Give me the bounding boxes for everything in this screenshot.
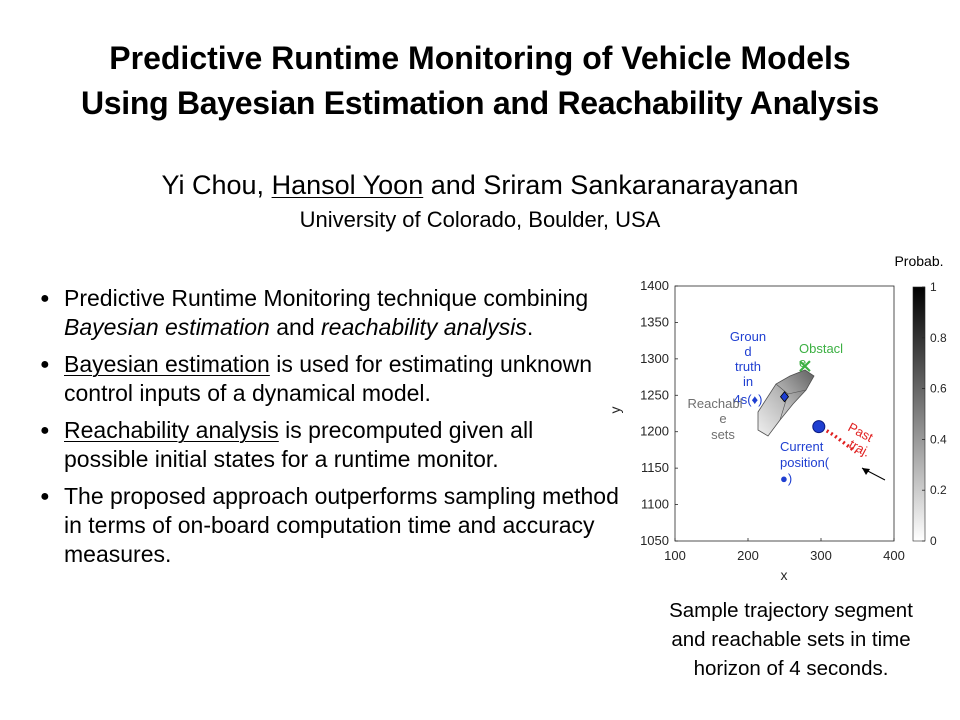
y-axis-label: y [607,407,623,414]
bullet-item: ● Predictive Runtime Monitoring techniqu… [40,284,620,342]
bullet-dot-icon: ● [40,290,50,307]
x-tick-label: 300 [810,548,832,563]
bullet-item: ● The proposed approach outperforms samp… [40,482,620,569]
bullet-underlined-term: Bayesian estimation [64,351,270,377]
bullet-italic-term: reachability analysis [321,314,527,340]
axis-ticks: 100 200 300 400 1050 1100 1150 1200 1250 1300 1350… [640,278,905,563]
y-tick-label: 1050 [640,533,669,548]
ground-truth-label-line: Groun [730,329,766,344]
y-tick-label: 1400 [640,278,669,293]
colorbar [912,286,926,542]
bullet-item: ● Reachability analysis is precomputed g… [40,416,620,474]
author-name: Sriram Sankaranarayanan [483,170,799,200]
colorbar-title: Probab. [894,253,943,269]
bullet-item: ● Bayesian estimation is used for estima… [40,350,620,408]
x-tick-label: 400 [883,548,905,563]
colorbar-tick-label: 0.8 [930,331,947,345]
colorbar-ticks: 0 0.2 0.4 0.6 0.8 1 [922,280,947,548]
author-name: Yi Chou, [161,170,265,200]
y-tick-label: 1300 [640,351,669,366]
figure-caption: Sample trajectory segment and reachable … [626,596,956,683]
current-position-label-line: ●) [780,471,792,486]
reachable-sets-label: Reachabl e sets [688,396,743,442]
bullet-italic-term: Bayesian estimation [64,314,270,340]
y-tick-label: 1200 [640,424,669,439]
ground-truth-label: Groun d truth in 4s(♦) [730,329,766,407]
paper-title-line1: Predictive Runtime Monitoring of Vehicle… [109,40,851,76]
y-tick-label: 1150 [641,460,669,475]
bullet-text: . [526,314,534,340]
presenting-author-name: Hansol Yoon [271,170,424,200]
bullet-dot-icon: ● [40,488,50,505]
y-tick-label: 1100 [641,497,669,512]
authors: Yi Chou, Hansol Yoon and Sriram Sankaran… [0,168,960,202]
chart-marks [779,360,858,454]
obstacle-marker [799,360,811,372]
obstacle-label: Obstacl e [799,341,843,370]
ground-truth-marker [779,391,790,403]
bullet-text: is used for estimating unknown control i… [64,351,593,406]
x-axis-label: x [781,567,788,583]
reachable-sets-label-line: e [719,411,726,426]
bullet-dot-icon: ● [40,356,50,373]
obstacle-label-line: Obstacl [799,341,843,356]
bullet-text: Predictive Runtime Monitoring technique … [64,285,589,311]
trajectory-figure: 100 200 300 400 1050 1100 1150 1200 1250 1300 1350… [607,253,947,583]
x-tick-label: 200 [737,548,759,563]
bullet-underlined-term: Reachability analysis [64,417,279,443]
reachable-sets-label-line: sets [711,427,735,442]
caption-line: horizon of 4 seconds. [693,657,889,680]
paper-title-line2: Using Bayesian Estimation and Reachabili… [81,85,879,121]
colorbar-tick-label: 1 [930,280,937,294]
current-position-label: Current position( ●) [780,439,830,486]
reachable-sets-label-line: Reachabl [688,396,743,411]
ground-truth-label-line: d [744,344,751,359]
past-trajectory-line [821,426,858,454]
bullet-text: The proposed approach outperforms sampli… [64,483,619,567]
current-position-label-line: position( [780,455,830,470]
caption-line: and reachable sets in time [671,628,911,651]
colorbar-tick-label: 0.4 [930,432,947,446]
y-tick-label: 1250 [640,387,669,402]
current-position-marker [812,420,826,434]
ground-truth-label-line: truth [735,359,761,374]
reachable-set-edge [787,389,807,395]
x-tick-label: 100 [664,548,686,563]
y-tick-label: 1350 [640,314,669,329]
affiliation: University of Colorado, Boulder, USA [299,207,661,232]
caption-line: Sample trajectory segment [669,599,913,622]
bullet-list: ● Predictive Runtime Monitoring techniqu… [40,284,620,577]
colorbar-tick-label: 0.2 [930,483,947,497]
bullet-text: and [269,314,321,340]
bullet-dot-icon: ● [40,422,50,439]
arrowhead-icon [862,468,870,475]
colorbar-tick-label: 0.6 [930,382,947,396]
ground-truth-label-line: 4s(♦) [733,392,762,407]
author-conjunction: and [430,170,476,200]
colorbar-tick-label: 0 [930,534,937,548]
obstacle-label-line: e [799,355,806,370]
ground-truth-label-line: in [743,374,753,389]
current-position-label-line: Current [780,439,824,454]
bullet-text: is precomputed given all possible initia… [64,417,534,472]
